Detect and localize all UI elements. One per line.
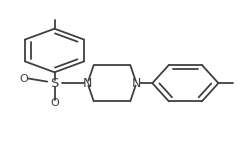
Text: O: O (20, 73, 28, 84)
Text: N: N (83, 77, 92, 90)
Text: N: N (132, 77, 141, 90)
Text: O: O (50, 98, 59, 108)
Text: S: S (50, 77, 59, 90)
